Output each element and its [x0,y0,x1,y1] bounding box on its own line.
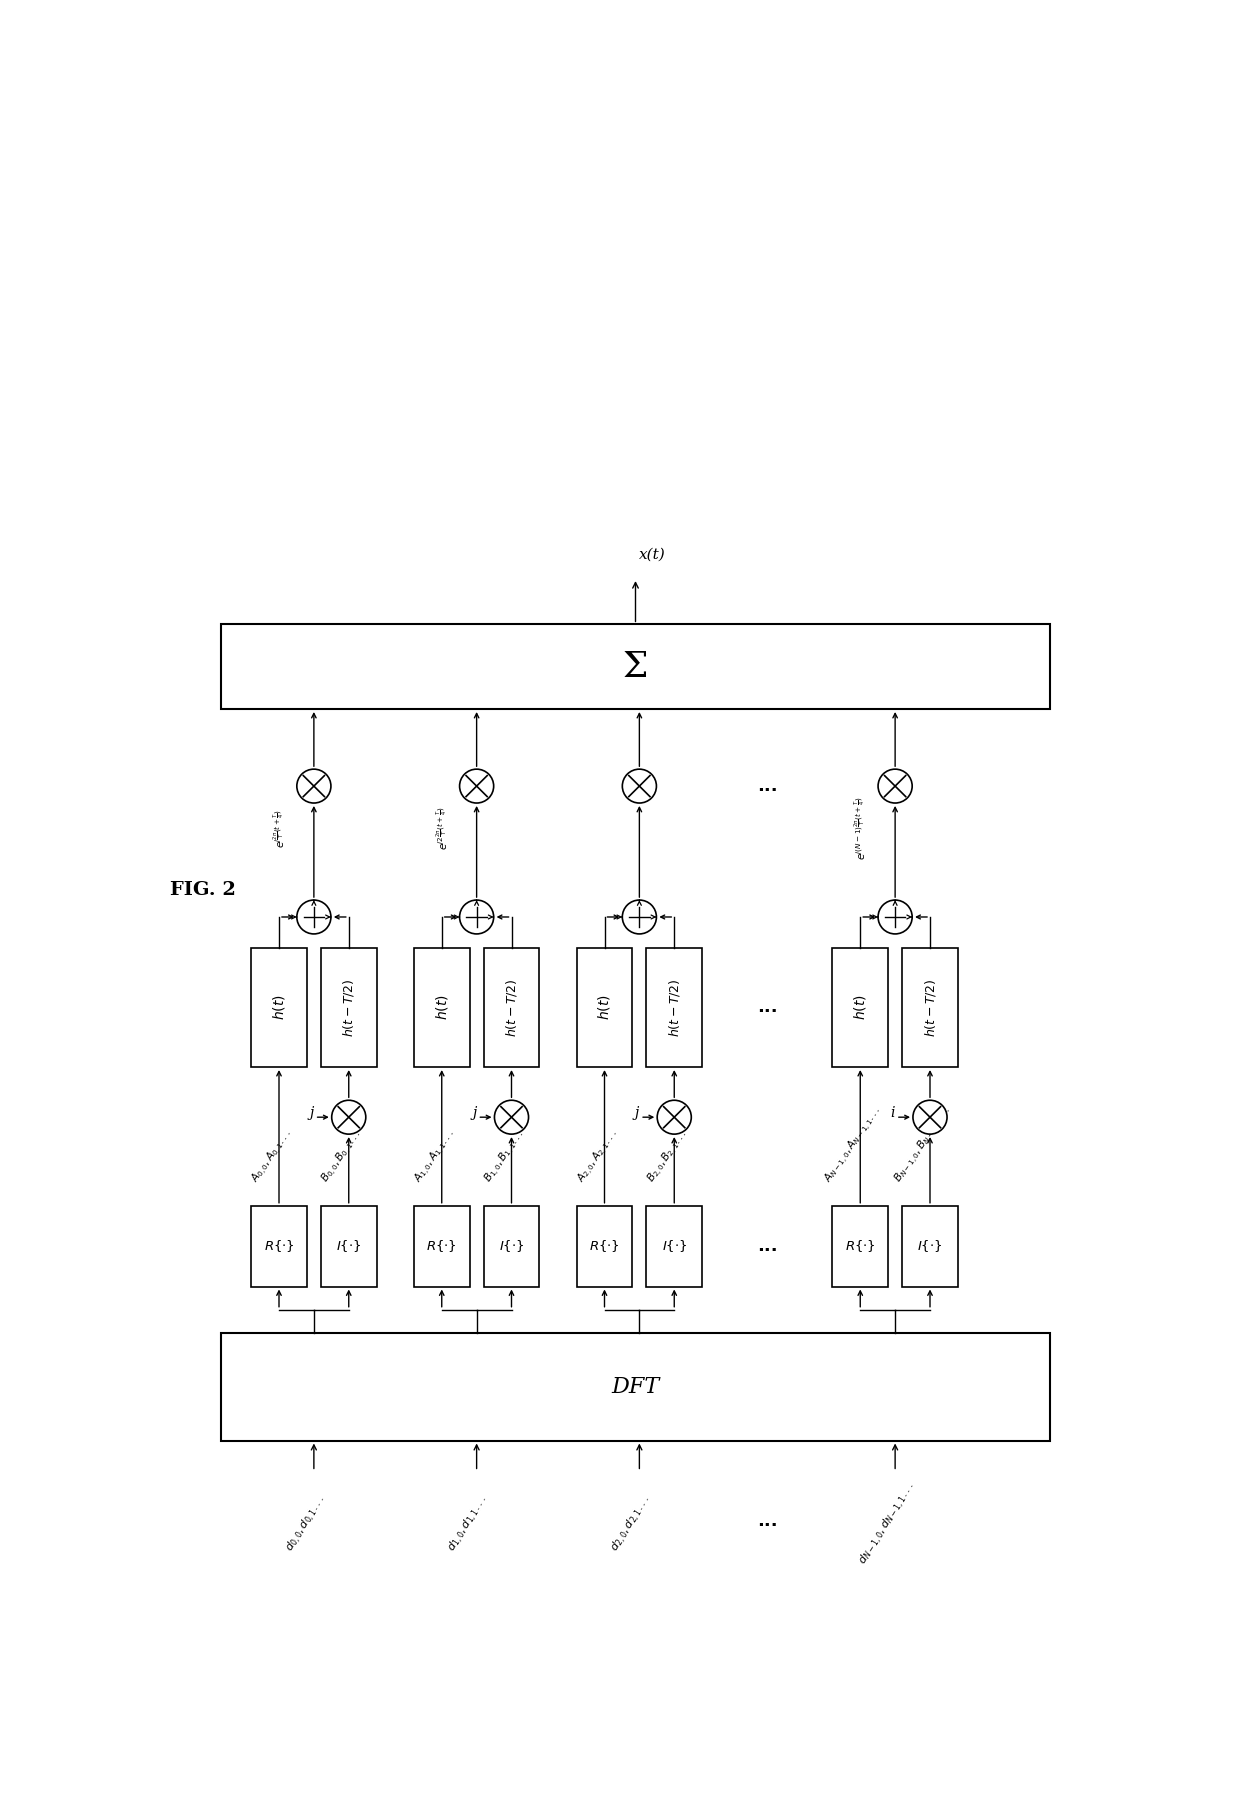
Text: $I\{\cdot\}$: $I\{\cdot\}$ [918,1237,942,1254]
Text: FIG. 2: FIG. 2 [171,882,237,900]
Circle shape [657,1101,692,1133]
Circle shape [460,900,494,934]
Text: i: i [890,1106,895,1121]
Text: $d_{2,0}, d_{2,1}...$: $d_{2,0}, d_{2,1}...$ [609,1492,655,1555]
Circle shape [913,1101,947,1133]
Bar [250,1205,306,1286]
Text: $h(t-T/2)$: $h(t-T/2)$ [667,979,682,1036]
Text: ...: ... [756,999,777,1017]
Bar [484,948,539,1067]
Text: $h(t-T/2)$: $h(t-T/2)$ [341,979,356,1036]
Text: ...: ... [756,1512,777,1530]
Text: $h(t)$: $h(t)$ [272,995,286,1020]
Text: $I\{\cdot\}$: $I\{\cdot\}$ [498,1237,525,1254]
Circle shape [495,1101,528,1133]
Text: j: j [310,1106,314,1121]
Bar [414,948,470,1067]
Circle shape [622,900,656,934]
Text: x(t): x(t) [639,548,666,562]
Bar [221,625,1050,709]
Text: $R\{\cdot\}$: $R\{\cdot\}$ [427,1237,458,1254]
Circle shape [622,769,656,803]
Circle shape [460,769,494,803]
Text: j: j [635,1106,639,1121]
Bar [903,948,959,1067]
Bar [414,1205,470,1286]
Text: $B_{0,0}, B_{0,1}...$: $B_{0,0}, B_{0,1}...$ [319,1128,366,1187]
Text: $A_{2,0}, A_{2,1}...$: $A_{2,0}, A_{2,1}...$ [574,1128,622,1187]
Text: Σ: Σ [622,650,649,684]
Text: $I\{\cdot\}$: $I\{\cdot\}$ [661,1237,687,1254]
Circle shape [332,1101,366,1133]
Text: $h(t)$: $h(t)$ [434,995,450,1020]
Text: $h(t-T/2)$: $h(t-T/2)$ [923,979,937,1036]
Text: $R\{\cdot\}$: $R\{\cdot\}$ [589,1237,620,1254]
Text: $h(t)$: $h(t)$ [852,995,868,1020]
Text: j: j [472,1106,476,1121]
Text: $B_{N-1,0}, B_{N-1,1}...$: $B_{N-1,0}, B_{N-1,1}...$ [892,1105,956,1187]
Circle shape [296,900,331,934]
Bar [221,1333,1050,1440]
Bar [321,1205,377,1286]
Bar [577,1205,632,1286]
Text: $h(t-T/2)$: $h(t-T/2)$ [503,979,520,1036]
Text: $e^{j\frac{2\pi}{T}(t+\frac{T}{4})}$: $e^{j\frac{2\pi}{T}(t+\frac{T}{4})}$ [272,808,286,848]
Text: $d_{0,0}, d_{0,1}...$: $d_{0,0}, d_{0,1}...$ [283,1492,330,1555]
Text: $e^{j2\frac{2\pi}{T}(t+\frac{T}{4})}$: $e^{j2\frac{2\pi}{T}(t+\frac{T}{4})}$ [434,806,450,850]
Text: DFT: DFT [611,1376,660,1397]
Bar [646,1205,702,1286]
Text: $A_{N-1,0}, A_{N-1,1}...$: $A_{N-1,0}, A_{N-1,1}...$ [822,1105,887,1187]
Bar [484,1205,539,1286]
Bar [646,948,702,1067]
Circle shape [878,769,913,803]
Text: $d_{1,0}, d_{1,1}...$: $d_{1,0}, d_{1,1}...$ [445,1492,492,1555]
Text: $A_{0,0}, A_{0,1}...$: $A_{0,0}, A_{0,1}...$ [249,1128,296,1187]
Text: $B_{1,0}, B_{1,1}...$: $B_{1,0}, B_{1,1}...$ [481,1128,529,1187]
Bar [832,1205,888,1286]
Bar [321,948,377,1067]
Text: ...: ... [756,778,777,796]
Text: $A_{1,0}, A_{1,1}...$: $A_{1,0}, A_{1,1}...$ [412,1128,459,1187]
Text: $R\{\cdot\}$: $R\{\cdot\}$ [844,1237,875,1254]
Text: $e^{j(N-1)\frac{2\pi}{T}(t+\frac{T}{4})}$: $e^{j(N-1)\frac{2\pi}{T}(t+\frac{T}{4})}… [852,797,868,860]
Bar [903,1205,959,1286]
Bar [250,948,306,1067]
Circle shape [296,769,331,803]
Bar [832,948,888,1067]
Circle shape [878,900,913,934]
Text: ...: ... [756,1237,777,1255]
Text: $B_{2,0}, B_{2,1}...$: $B_{2,0}, B_{2,1}...$ [645,1128,692,1187]
Bar [577,948,632,1067]
Text: $d_{N-1,0}, d_{N-1,1}...$: $d_{N-1,0}, d_{N-1,1}...$ [856,1480,919,1568]
Text: $h(t)$: $h(t)$ [596,995,613,1020]
Text: $I\{\cdot\}$: $I\{\cdot\}$ [336,1237,362,1254]
Text: $R\{\cdot\}$: $R\{\cdot\}$ [264,1237,294,1254]
